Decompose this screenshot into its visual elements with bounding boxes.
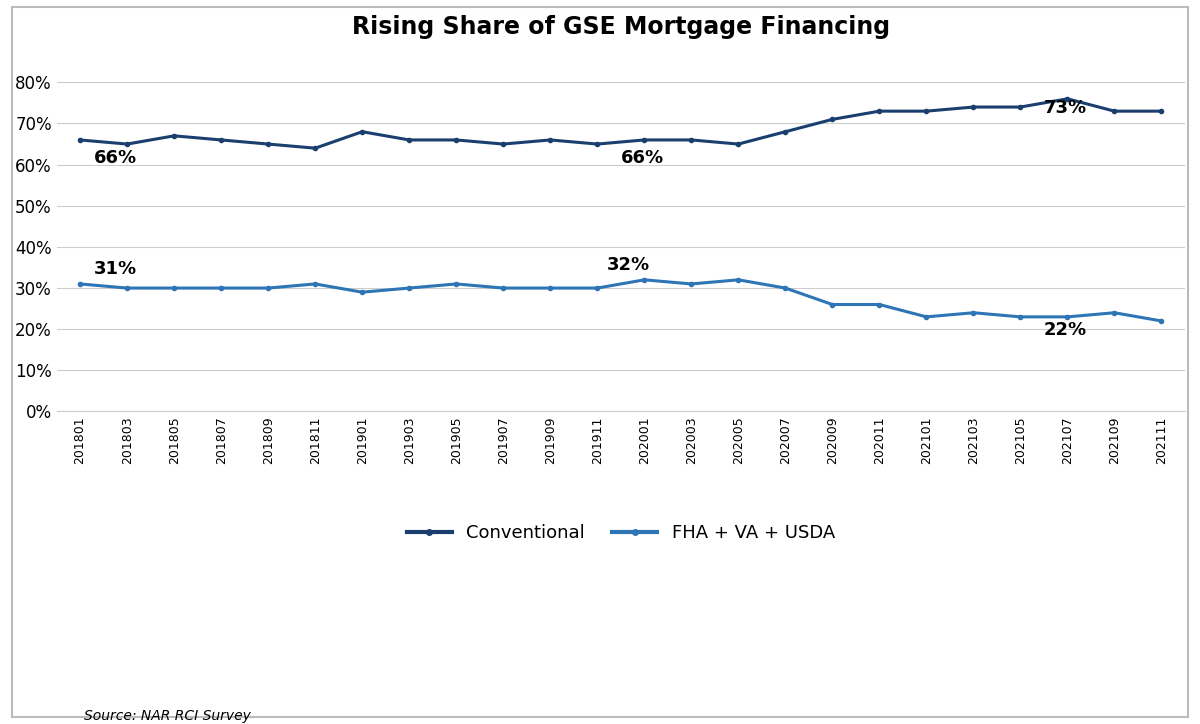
FHA + VA + USDA <box>167 284 181 292</box>
Conventional <box>120 140 134 148</box>
FHA + VA + USDA <box>731 276 745 285</box>
Conventional <box>1108 107 1122 116</box>
Conventional <box>1061 94 1075 103</box>
FHA + VA + USDA <box>1154 316 1169 325</box>
FHA + VA + USDA <box>1061 313 1075 321</box>
Conventional <box>872 107 887 116</box>
Text: 66%: 66% <box>95 148 137 167</box>
Conventional <box>496 140 510 148</box>
Conventional <box>966 103 980 111</box>
Conventional <box>637 135 652 144</box>
FHA + VA + USDA <box>778 284 792 292</box>
FHA + VA + USDA <box>214 284 228 292</box>
Conventional <box>731 140 745 148</box>
Conventional <box>449 135 463 144</box>
Conventional <box>214 135 228 144</box>
Legend: Conventional, FHA + VA + USDA: Conventional, FHA + VA + USDA <box>400 517 842 550</box>
Conventional <box>167 132 181 140</box>
Conventional <box>590 140 605 148</box>
FHA + VA + USDA <box>1108 308 1122 317</box>
Text: 66%: 66% <box>620 148 664 167</box>
FHA + VA + USDA <box>496 284 510 292</box>
Conventional <box>73 135 88 144</box>
Conventional <box>919 107 934 116</box>
FHA + VA + USDA <box>260 284 275 292</box>
Conventional <box>826 115 840 124</box>
FHA + VA + USDA <box>120 284 134 292</box>
Text: 73%: 73% <box>1044 99 1087 117</box>
Conventional <box>1013 103 1027 111</box>
Conventional <box>355 127 370 136</box>
Text: Source: NAR RCI Survey: Source: NAR RCI Survey <box>84 710 251 723</box>
Line: FHA + VA + USDA: FHA + VA + USDA <box>78 278 1164 323</box>
FHA + VA + USDA <box>826 300 840 309</box>
FHA + VA + USDA <box>637 276 652 285</box>
Text: 31%: 31% <box>95 260 137 278</box>
FHA + VA + USDA <box>966 308 980 317</box>
Text: 32%: 32% <box>607 256 650 274</box>
FHA + VA + USDA <box>449 279 463 288</box>
Text: 22%: 22% <box>1044 321 1087 340</box>
FHA + VA + USDA <box>919 313 934 321</box>
Conventional <box>308 144 323 153</box>
FHA + VA + USDA <box>590 284 605 292</box>
Conventional <box>1154 107 1169 116</box>
FHA + VA + USDA <box>544 284 558 292</box>
FHA + VA + USDA <box>308 279 323 288</box>
Conventional <box>778 127 792 136</box>
FHA + VA + USDA <box>355 288 370 297</box>
FHA + VA + USDA <box>872 300 887 309</box>
FHA + VA + USDA <box>684 279 698 288</box>
Line: Conventional: Conventional <box>78 97 1164 151</box>
FHA + VA + USDA <box>1013 313 1027 321</box>
Conventional <box>402 135 416 144</box>
Title: Rising Share of GSE Mortgage Financing: Rising Share of GSE Mortgage Financing <box>352 15 890 39</box>
FHA + VA + USDA <box>73 279 88 288</box>
Conventional <box>684 135 698 144</box>
Conventional <box>260 140 275 148</box>
FHA + VA + USDA <box>402 284 416 292</box>
Conventional <box>544 135 558 144</box>
